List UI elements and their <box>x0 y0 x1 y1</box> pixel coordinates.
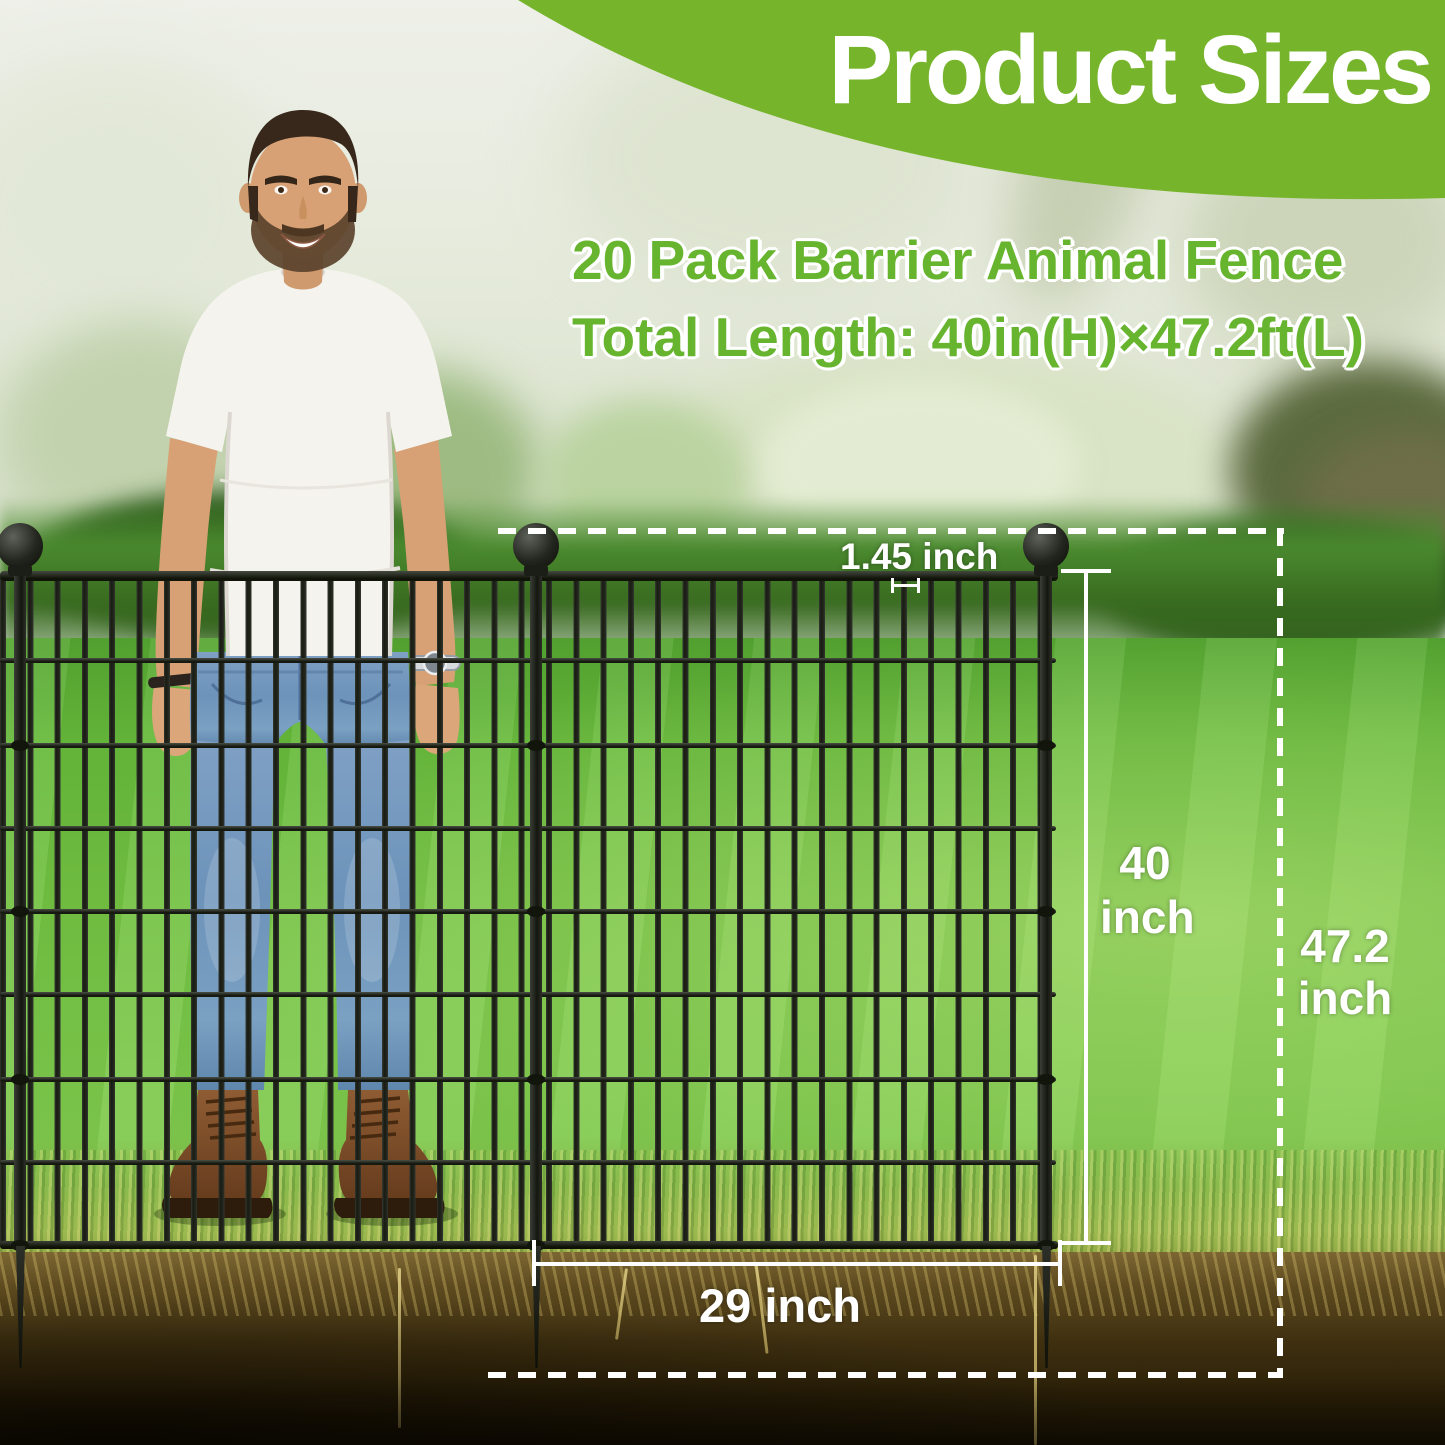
measure-box-top-line <box>498 528 1284 534</box>
panel-height-value: 40 <box>1119 837 1171 889</box>
fence-rail <box>0 992 1056 997</box>
finial-collar <box>524 565 548 576</box>
banner-title: Product Sizes <box>828 15 1434 124</box>
height-measure-line <box>1084 571 1088 1245</box>
bar-spacing-label: 1.45 inch <box>840 536 999 577</box>
finial-collar <box>1034 565 1058 576</box>
panel-height-unit: inch <box>1100 891 1195 943</box>
panel-width-label: 29 inch <box>699 1279 861 1332</box>
headline: 20 Pack Barrier Animal Fence Total Lengt… <box>572 222 1432 376</box>
fence-rail <box>0 658 1056 663</box>
ground-stake <box>532 1246 541 1368</box>
fence-post <box>14 560 26 1248</box>
height-measure-tick-bottom <box>1061 1241 1111 1245</box>
rail-connector <box>11 1074 29 1085</box>
fence-rail <box>0 1160 1056 1165</box>
panel-height-label: 40 inch <box>1100 836 1195 944</box>
height-measure-tick-top <box>1061 569 1111 573</box>
ball-finial <box>0 523 43 569</box>
fence-top-rail <box>0 571 1058 581</box>
rail-connector <box>11 1240 29 1251</box>
fence-post <box>1040 560 1052 1248</box>
rail-connector <box>11 906 29 917</box>
rail-connector <box>527 1240 545 1251</box>
headline-line1: 20 Pack Barrier Animal Fence <box>572 229 1344 291</box>
rail-connector <box>11 740 29 751</box>
banner-swoosh <box>518 0 1445 200</box>
bar-spacing-bracket-tick <box>917 578 920 593</box>
width-measure-line <box>534 1262 1062 1266</box>
rail-connector <box>1037 740 1055 751</box>
bar-spacing-bracket <box>893 584 919 587</box>
fence-rail <box>0 826 1056 831</box>
rail-connector <box>527 1074 545 1085</box>
headline-line2: Total Length: 40in(H)×47.2ft(L) <box>572 306 1364 368</box>
rail-connector <box>1037 1074 1055 1085</box>
finial-collar <box>8 565 32 576</box>
ground-stake <box>1042 1246 1051 1368</box>
measure-box-bottom-line <box>488 1372 1283 1378</box>
ground-stake <box>16 1246 25 1368</box>
rail-connector <box>527 906 545 917</box>
rail-connector <box>527 740 545 751</box>
bar-spacing-bracket-tick <box>891 578 894 593</box>
width-measure-tick-right <box>1058 1240 1062 1286</box>
rail-connector <box>1037 906 1055 917</box>
total-height-unit: inch <box>1297 972 1393 1024</box>
total-height-label: 47.2 inch <box>1290 920 1400 1024</box>
soil-shadow <box>0 1252 1445 1445</box>
measure-box-right-line <box>1277 528 1283 1378</box>
fence-post <box>530 560 542 1248</box>
width-measure-tick-left <box>532 1240 536 1286</box>
rail-connector <box>1037 1240 1055 1251</box>
total-height-value: 47.2 <box>1300 920 1390 972</box>
